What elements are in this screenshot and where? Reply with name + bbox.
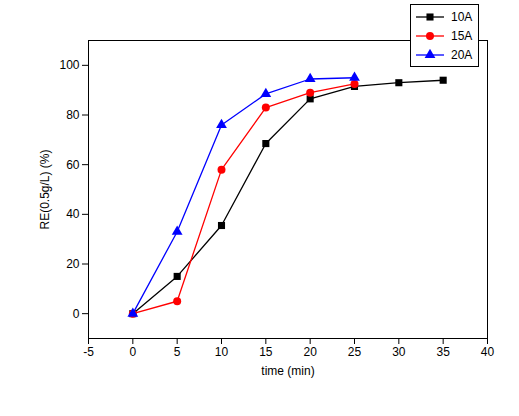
svg-text:30: 30: [392, 345, 406, 359]
html-text:20A: 20A: [451, 47, 473, 62]
svg-text:0: 0: [129, 345, 136, 359]
svg-text:25: 25: [348, 345, 362, 359]
svg-text:100: 100: [59, 58, 79, 72]
svg-text:35: 35: [436, 345, 450, 359]
html-text:10A: 10A: [451, 9, 473, 24]
svg-text:60: 60: [66, 158, 80, 172]
svg-text:RE(0.5g/L) (%): RE(0.5g/L) (%): [38, 149, 52, 229]
svg-text:20: 20: [303, 345, 317, 359]
svg-text:-5: -5: [83, 345, 94, 359]
svg-text:20: 20: [66, 257, 80, 271]
svg-text:5: 5: [174, 345, 181, 359]
svg-text:80: 80: [66, 108, 80, 122]
svg-text:time (min): time (min): [261, 364, 314, 378]
svg-text:40: 40: [481, 345, 495, 359]
svg-text:40: 40: [66, 207, 80, 221]
svg-text:10: 10: [215, 345, 229, 359]
svg-text:0: 0: [73, 307, 80, 321]
svg-text:15: 15: [259, 345, 273, 359]
html-text:15A: 15A: [451, 28, 473, 43]
